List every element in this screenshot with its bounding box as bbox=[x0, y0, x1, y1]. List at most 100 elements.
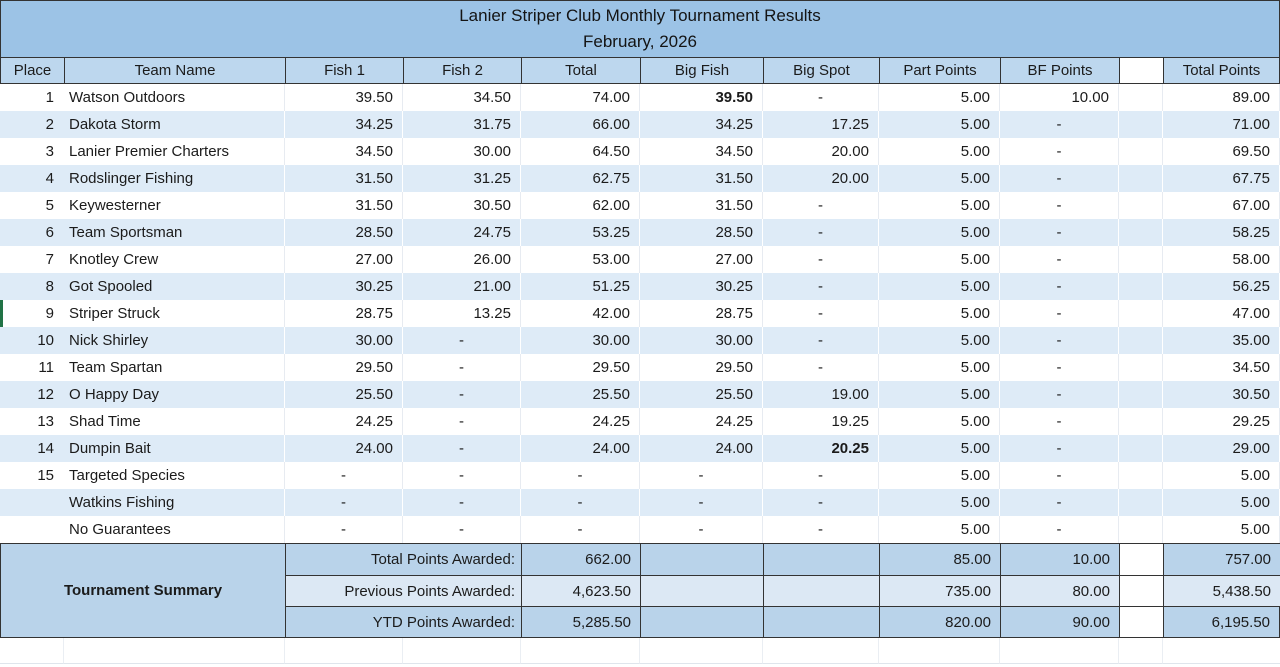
cell-total-points[interactable]: 89.00 bbox=[1163, 84, 1280, 111]
empty-cell[interactable] bbox=[403, 638, 521, 664]
cell-big-fish[interactable]: 34.25 bbox=[640, 111, 763, 138]
cell-total-points[interactable]: 5.00 bbox=[1163, 516, 1280, 543]
cell-place[interactable]: 7 bbox=[0, 246, 64, 273]
cell-blank[interactable] bbox=[1119, 435, 1163, 462]
empty-cell[interactable] bbox=[0, 638, 64, 664]
cell-total[interactable]: 53.25 bbox=[521, 219, 640, 246]
cell-big-fish[interactable]: 34.50 bbox=[640, 138, 763, 165]
summary-total-value[interactable]: 4,623.50 bbox=[521, 575, 640, 606]
cell-bf-points[interactable]: - bbox=[1000, 138, 1119, 165]
cell-blank[interactable] bbox=[1119, 138, 1163, 165]
cell-total[interactable]: 64.50 bbox=[521, 138, 640, 165]
cell-part-points[interactable]: 5.00 bbox=[879, 165, 1000, 192]
cell-big-fish[interactable]: 39.50 bbox=[640, 84, 763, 111]
cell-fish-2[interactable]: 13.25 bbox=[403, 300, 521, 327]
cell-part-points[interactable]: 5.00 bbox=[879, 327, 1000, 354]
cell-big-fish[interactable]: 31.50 bbox=[640, 165, 763, 192]
cell-part-points[interactable]: 5.00 bbox=[879, 381, 1000, 408]
cell-total-points[interactable]: 58.00 bbox=[1163, 246, 1280, 273]
cell-fish-2[interactable]: 26.00 bbox=[403, 246, 521, 273]
cell-big-spot[interactable]: 20.25 bbox=[763, 435, 879, 462]
cell-blank[interactable] bbox=[1119, 300, 1163, 327]
cell-blank[interactable] bbox=[1119, 192, 1163, 219]
header-big-spot[interactable]: Big Spot bbox=[763, 57, 879, 84]
cell-bf-points[interactable]: - bbox=[1000, 354, 1119, 381]
cell-fish-1[interactable]: 29.50 bbox=[285, 354, 403, 381]
cell-place[interactable] bbox=[0, 489, 64, 516]
cell-team-name[interactable]: Dakota Storm bbox=[64, 111, 285, 138]
summary-total-points-value[interactable]: 757.00 bbox=[1163, 544, 1280, 575]
cell-total[interactable]: - bbox=[521, 516, 640, 543]
summary-total-value[interactable]: 662.00 bbox=[521, 544, 640, 575]
cell-big-fish[interactable]: 24.00 bbox=[640, 435, 763, 462]
header-bf-points[interactable]: BF Points bbox=[1000, 57, 1119, 84]
cell-place[interactable]: 1 bbox=[0, 84, 64, 111]
cell-big-spot[interactable]: - bbox=[763, 246, 879, 273]
cell-big-fish[interactable]: 25.50 bbox=[640, 381, 763, 408]
empty-cell[interactable] bbox=[1119, 638, 1163, 664]
cell-fish-2[interactable]: 24.75 bbox=[403, 219, 521, 246]
cell-blank[interactable] bbox=[1119, 462, 1163, 489]
cell-big-spot[interactable]: - bbox=[763, 354, 879, 381]
cell-part-points[interactable]: 5.00 bbox=[879, 408, 1000, 435]
summary-bf-points-value[interactable]: 10.00 bbox=[1000, 544, 1119, 575]
cell-bf-points[interactable]: - bbox=[1000, 327, 1119, 354]
cell-team-name[interactable]: Rodslinger Fishing bbox=[64, 165, 285, 192]
cell-total[interactable]: 25.50 bbox=[521, 381, 640, 408]
cell-total-points[interactable]: 71.00 bbox=[1163, 111, 1280, 138]
cell-team-name[interactable]: Dumpin Bait bbox=[64, 435, 285, 462]
cell-fish-2[interactable]: 34.50 bbox=[403, 84, 521, 111]
cell-fish-2[interactable]: - bbox=[403, 327, 521, 354]
cell-team-name[interactable]: Got Spooled bbox=[64, 273, 285, 300]
cell-place[interactable]: 5 bbox=[0, 192, 64, 219]
cell-total-points[interactable]: 29.25 bbox=[1163, 408, 1280, 435]
cell-big-spot[interactable]: - bbox=[763, 516, 879, 543]
summary-total-points-value[interactable]: 5,438.50 bbox=[1163, 575, 1280, 606]
cell-bf-points[interactable]: - bbox=[1000, 300, 1119, 327]
cell-fish-2[interactable]: 30.00 bbox=[403, 138, 521, 165]
summary-blank-cell[interactable] bbox=[1119, 606, 1163, 637]
cell-bf-points[interactable]: - bbox=[1000, 246, 1119, 273]
empty-cell[interactable] bbox=[640, 638, 763, 664]
cell-big-fish[interactable]: 28.75 bbox=[640, 300, 763, 327]
cell-big-spot[interactable]: 20.00 bbox=[763, 165, 879, 192]
empty-cell[interactable] bbox=[285, 638, 403, 664]
cell-part-points[interactable]: 5.00 bbox=[879, 138, 1000, 165]
cell-big-spot[interactable]: 19.00 bbox=[763, 381, 879, 408]
cell-place[interactable]: 14 bbox=[0, 435, 64, 462]
header-place[interactable]: Place bbox=[0, 57, 64, 84]
cell-fish-1[interactable]: 24.25 bbox=[285, 408, 403, 435]
summary-bf-points-value[interactable]: 80.00 bbox=[1000, 575, 1119, 606]
cell-team-name[interactable]: Knotley Crew bbox=[64, 246, 285, 273]
cell-total[interactable]: 24.25 bbox=[521, 408, 640, 435]
summary-blank-cell[interactable] bbox=[1119, 544, 1163, 575]
cell-bf-points[interactable]: - bbox=[1000, 219, 1119, 246]
cell-fish-1[interactable]: 34.25 bbox=[285, 111, 403, 138]
summary-row-label[interactable]: YTD Points Awarded: bbox=[285, 606, 521, 637]
cell-total[interactable]: 74.00 bbox=[521, 84, 640, 111]
cell-bf-points[interactable]: - bbox=[1000, 111, 1119, 138]
cell-team-name[interactable]: O Happy Day bbox=[64, 381, 285, 408]
cell-bf-points[interactable]: - bbox=[1000, 192, 1119, 219]
summary-big-spot-cell[interactable] bbox=[763, 575, 879, 606]
cell-fish-1[interactable]: 25.50 bbox=[285, 381, 403, 408]
empty-cell[interactable] bbox=[763, 638, 879, 664]
cell-big-spot[interactable]: - bbox=[763, 489, 879, 516]
cell-big-spot[interactable]: - bbox=[763, 327, 879, 354]
cell-fish-2[interactable]: - bbox=[403, 354, 521, 381]
cell-part-points[interactable]: 5.00 bbox=[879, 435, 1000, 462]
cell-total-points[interactable]: 58.25 bbox=[1163, 219, 1280, 246]
cell-team-name[interactable]: Striper Struck bbox=[64, 300, 285, 327]
cell-fish-1[interactable]: - bbox=[285, 489, 403, 516]
cell-bf-points[interactable]: - bbox=[1000, 516, 1119, 543]
cell-total[interactable]: 24.00 bbox=[521, 435, 640, 462]
title-cell[interactable]: Lanier Striper Club Monthly Tournament R… bbox=[0, 0, 1280, 57]
cell-part-points[interactable]: 5.00 bbox=[879, 192, 1000, 219]
header-fish-1[interactable]: Fish 1 bbox=[285, 57, 403, 84]
cell-total[interactable]: 29.50 bbox=[521, 354, 640, 381]
cell-total[interactable]: 30.00 bbox=[521, 327, 640, 354]
cell-total-points[interactable]: 56.25 bbox=[1163, 273, 1280, 300]
cell-place[interactable]: 11 bbox=[0, 354, 64, 381]
cell-total[interactable]: 53.00 bbox=[521, 246, 640, 273]
header-big-fish[interactable]: Big Fish bbox=[640, 57, 763, 84]
